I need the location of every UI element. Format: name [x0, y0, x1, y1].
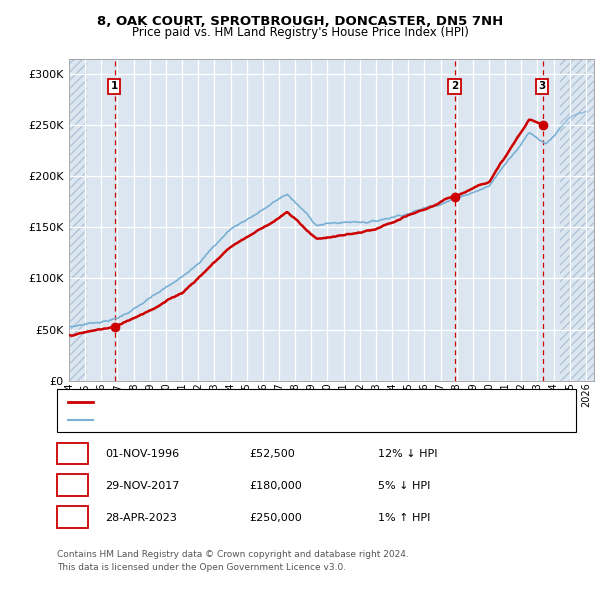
Text: 12% ↓ HPI: 12% ↓ HPI — [378, 449, 437, 459]
Text: 29-NOV-2017: 29-NOV-2017 — [105, 481, 179, 491]
Text: 1: 1 — [110, 81, 118, 91]
Text: £180,000: £180,000 — [249, 481, 302, 491]
Text: 28-APR-2023: 28-APR-2023 — [105, 513, 177, 523]
Text: Price paid vs. HM Land Registry's House Price Index (HPI): Price paid vs. HM Land Registry's House … — [131, 26, 469, 39]
Text: 8, OAK COURT, SPROTBROUGH, DONCASTER, DN5 7NH (detached house): 8, OAK COURT, SPROTBROUGH, DONCASTER, DN… — [98, 397, 480, 407]
Text: £250,000: £250,000 — [249, 513, 302, 523]
Text: This data is licensed under the Open Government Licence v3.0.: This data is licensed under the Open Gov… — [57, 563, 346, 572]
Text: 3: 3 — [538, 81, 545, 91]
Text: Contains HM Land Registry data © Crown copyright and database right 2024.: Contains HM Land Registry data © Crown c… — [57, 550, 409, 559]
Text: 5% ↓ HPI: 5% ↓ HPI — [378, 481, 430, 491]
Text: HPI: Average price, detached house, Doncaster: HPI: Average price, detached house, Donc… — [98, 415, 344, 425]
Text: 3: 3 — [68, 512, 77, 525]
Text: £52,500: £52,500 — [249, 449, 295, 459]
Text: 2: 2 — [68, 480, 77, 493]
Text: 01-NOV-1996: 01-NOV-1996 — [105, 449, 179, 459]
Text: 8, OAK COURT, SPROTBROUGH, DONCASTER, DN5 7NH: 8, OAK COURT, SPROTBROUGH, DONCASTER, DN… — [97, 15, 503, 28]
Text: 2: 2 — [451, 81, 458, 91]
Text: 1: 1 — [68, 448, 77, 461]
Text: 1% ↑ HPI: 1% ↑ HPI — [378, 513, 430, 523]
